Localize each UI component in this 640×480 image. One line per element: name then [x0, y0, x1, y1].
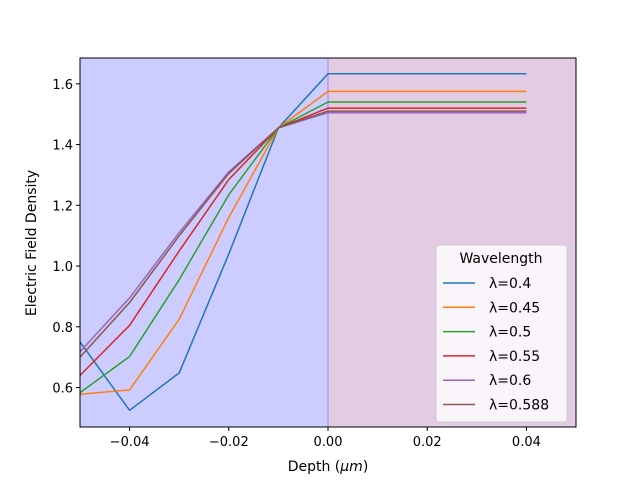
x-tick-label: 0.00: [314, 435, 343, 450]
x-axis-ticks: −0.04 −0.02 0.00 0.02 0.04: [110, 427, 541, 450]
legend-label: λ=0.6: [489, 373, 531, 389]
x-tick-label: 0.02: [413, 435, 442, 450]
x-axis-label: Depth (μm): [288, 459, 369, 475]
x-axis-label-close: ): [363, 459, 368, 475]
x-tick-label: −0.02: [209, 435, 249, 450]
legend-box: [435, 244, 568, 423]
x-tick-label: 0.04: [512, 435, 541, 450]
y-tick-label: 1.2: [52, 199, 73, 214]
x-tick-label: −0.04: [110, 435, 150, 450]
legend-label: λ=0.45: [489, 300, 540, 316]
y-tick-label: 1.6: [52, 78, 73, 93]
y-tick-label: 0.8: [52, 321, 73, 336]
series-line-0: [80, 73, 527, 412]
y-tick-label: 1.4: [52, 139, 73, 154]
series-line-3: [80, 107, 527, 376]
legend-label: λ=0.588: [489, 398, 549, 414]
series-line-1: [80, 90, 527, 395]
legend-label: λ=0.55: [489, 349, 540, 365]
x-axis-label-unit: μm: [339, 459, 363, 475]
y-tick-label: 0.6: [52, 382, 73, 397]
legend-label: λ=0.4: [489, 276, 531, 292]
y-tick-label: 1.0: [52, 260, 73, 275]
series-line-5: [80, 110, 527, 358]
series-lines: [80, 73, 527, 412]
legend: Wavelength λ=0.4λ=0.45λ=0.5λ=0.55λ=0.6λ=…: [435, 244, 568, 423]
series-line-4: [80, 111, 527, 353]
legend-items: λ=0.4 λ=0.45 λ=0.5 λ=0.55 λ=0.6 λ=0.588: [443, 276, 549, 414]
y-axis-ticks: 0.6 0.8 1.0 1.2 1.4 1.6: [52, 78, 80, 397]
x-axis-label-main: Depth (: [288, 459, 341, 475]
legend-title: Wavelength: [459, 251, 542, 267]
legend-label: λ=0.5: [489, 325, 531, 341]
y-axis-label: Electric Field Density: [24, 170, 40, 316]
series-line-2: [80, 101, 527, 394]
